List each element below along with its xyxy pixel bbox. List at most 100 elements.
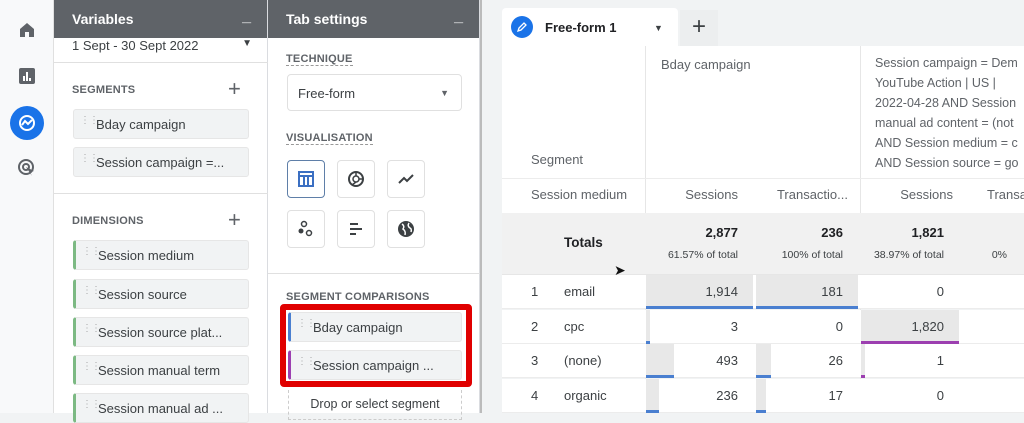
totals-label: Totals (564, 235, 603, 250)
row-metric-value: 236 (716, 387, 738, 403)
explore-icon[interactable] (10, 106, 44, 140)
metric-header[interactable]: Transactio... (776, 187, 848, 202)
total-percent: 0% (991, 249, 1007, 261)
value-bar (756, 378, 766, 413)
total-value: 236 (821, 225, 843, 240)
row-metric-value: 0 (835, 318, 843, 334)
tab-free-form-1[interactable]: Free-form 1 ▼ (502, 8, 678, 48)
dimension-chip-label: Session manual term (98, 363, 221, 378)
value-bar (646, 378, 660, 413)
row-dimension-value: organic (564, 387, 607, 403)
table-row[interactable]: 2 cpc 3 0 1,820 (502, 309, 1024, 344)
drag-handle-icon[interactable]: ⋮⋮ (82, 361, 101, 372)
drag-handle-icon[interactable]: ⋮⋮ (80, 153, 99, 164)
variables-title: Variables (72, 11, 134, 27)
segment-comparison-label: Bday campaign (313, 320, 403, 335)
divider (54, 62, 268, 63)
segment-comparison-label: Session campaign ... (313, 358, 434, 373)
drag-handle-icon[interactable]: ⋮⋮ (82, 323, 101, 334)
header-divider (502, 178, 1024, 179)
segment-chip[interactable]: ⋮⋮ Session campaign =... (73, 147, 249, 177)
row-metric-value: 17 (828, 387, 843, 403)
dimension-chip[interactable]: ⋮⋮ Session medium (73, 240, 249, 270)
row-metric-value: 1,820 (911, 318, 944, 334)
date-range-selector[interactable]: 1 Sept - 30 Sept 2022 ▼ (72, 38, 252, 53)
row-metric-value: 3 (730, 318, 738, 334)
dimension-chip[interactable]: ⋮⋮ Session manual term (73, 355, 249, 385)
row-metric-value: 0 (936, 284, 944, 299)
table-row[interactable]: 3 (none) 493 26 1 (502, 344, 1024, 378)
left-nav-rail (0, 0, 54, 413)
value-bar (756, 344, 771, 378)
home-icon[interactable] (11, 14, 43, 46)
segment-column-header: Bday campaign (661, 57, 751, 72)
row-dimension-value: cpc (564, 318, 585, 334)
segment-comparison-chip[interactable]: ⋮⋮ Session campaign ... (288, 350, 462, 380)
highlight-box (280, 304, 472, 387)
table-header (502, 46, 1024, 213)
technique-value: Free-form (298, 86, 356, 101)
add-segment-button[interactable]: + (228, 76, 241, 101)
tab-dropdown-icon[interactable]: ▼ (654, 23, 663, 33)
dropdown-arrow-icon: ▼ (440, 88, 449, 98)
add-dimension-button[interactable]: + (228, 207, 241, 232)
technique-label: TECHNIQUE (286, 53, 353, 66)
drop-segment-target[interactable]: Drop or select segment (288, 390, 462, 420)
divider (268, 273, 480, 274)
globe-icon[interactable] (387, 210, 425, 248)
bar-chart-icon[interactable] (337, 210, 375, 248)
drag-handle-icon[interactable]: ⋮⋮ (82, 285, 101, 296)
segment-chip-label: Session campaign =... (96, 155, 225, 170)
dimension-chip[interactable]: ⋮⋮ Session manual ad ... (73, 393, 249, 423)
variables-panel: Variables _ 1 Sept - 30 Sept 2022 ▼ SEGMEN… (54, 0, 268, 423)
segment-comparisons-label: SEGMENT COMPARISONS (286, 291, 430, 303)
drag-handle-icon[interactable]: ⋮⋮ (80, 115, 99, 126)
visualisation-label: VISUALISATION (286, 132, 373, 145)
minimize-tab-settings-button[interactable]: _ (454, 8, 463, 25)
line-chart-icon[interactable] (387, 160, 425, 198)
table-row[interactable]: 4 organic 236 17 0 (502, 378, 1024, 413)
total-value: 2,877 (705, 225, 738, 240)
segment-chip-label: Bday campaign (96, 117, 186, 132)
dimension-chip-label: Session source plat... (98, 325, 223, 340)
tab-settings-title: Tab settings (286, 11, 368, 27)
row-rank: 4 (531, 387, 539, 403)
minimize-variables-button[interactable]: _ (242, 8, 251, 25)
donut-chart-icon[interactable] (337, 160, 375, 198)
segment-chip[interactable]: ⋮⋮ Bday campaign (73, 109, 249, 139)
drag-handle-icon[interactable]: ⋮⋮ (82, 399, 101, 410)
value-bar (861, 309, 959, 344)
dimension-chip-label: Session source (98, 287, 187, 302)
scatter-plot-icon[interactable] (287, 210, 325, 248)
row-metric-value: 181 (821, 284, 843, 299)
value-bar (646, 275, 753, 309)
drag-handle-icon[interactable]: ⋮⋮ (82, 246, 101, 257)
date-range-value: 1 Sept - 30 Sept 2022 (72, 38, 199, 53)
reports-icon[interactable] (11, 60, 43, 92)
dimension-chip[interactable]: ⋮⋮ Session source (73, 279, 249, 309)
drop-placeholder: Drop or select segment (310, 397, 440, 411)
dimensions-label: DIMENSIONS (72, 215, 144, 227)
table-icon[interactable] (287, 160, 325, 198)
total-value: 1,821 (911, 225, 944, 240)
totals-row (502, 213, 1024, 275)
metric-header[interactable]: Sessions (685, 187, 738, 202)
tab-settings-panel: Tab settings _ TECHNIQUE Free-form ▼ VISUA… (268, 0, 480, 420)
technique-select[interactable]: Free-form ▼ (287, 74, 462, 111)
metric-header[interactable]: Sessions (900, 187, 953, 202)
dimension-chip-label: Session manual ad ... (98, 401, 224, 416)
segment-comparison-chip[interactable]: ⋮⋮ Bday campaign (288, 312, 462, 342)
table-row[interactable]: 1 email 1,914 181 0 (502, 275, 1024, 309)
dimension-chip[interactable]: ⋮⋮ Session source plat... (73, 317, 249, 347)
mouse-cursor-icon: ➤ (614, 262, 626, 278)
dimension-header[interactable]: Session medium (531, 187, 628, 202)
divider (54, 193, 268, 194)
row-rank: 1 (531, 284, 539, 299)
metric-header[interactable]: Transa (987, 187, 1024, 202)
add-tab-button[interactable]: + (680, 10, 718, 46)
dropdown-arrow-icon: ▼ (242, 38, 252, 49)
row-metric-value: 1,914 (705, 284, 738, 299)
row-metric-value: 1 (936, 353, 944, 368)
dimension-chip-label: Session medium (98, 248, 195, 263)
advertising-icon[interactable] (11, 152, 43, 184)
